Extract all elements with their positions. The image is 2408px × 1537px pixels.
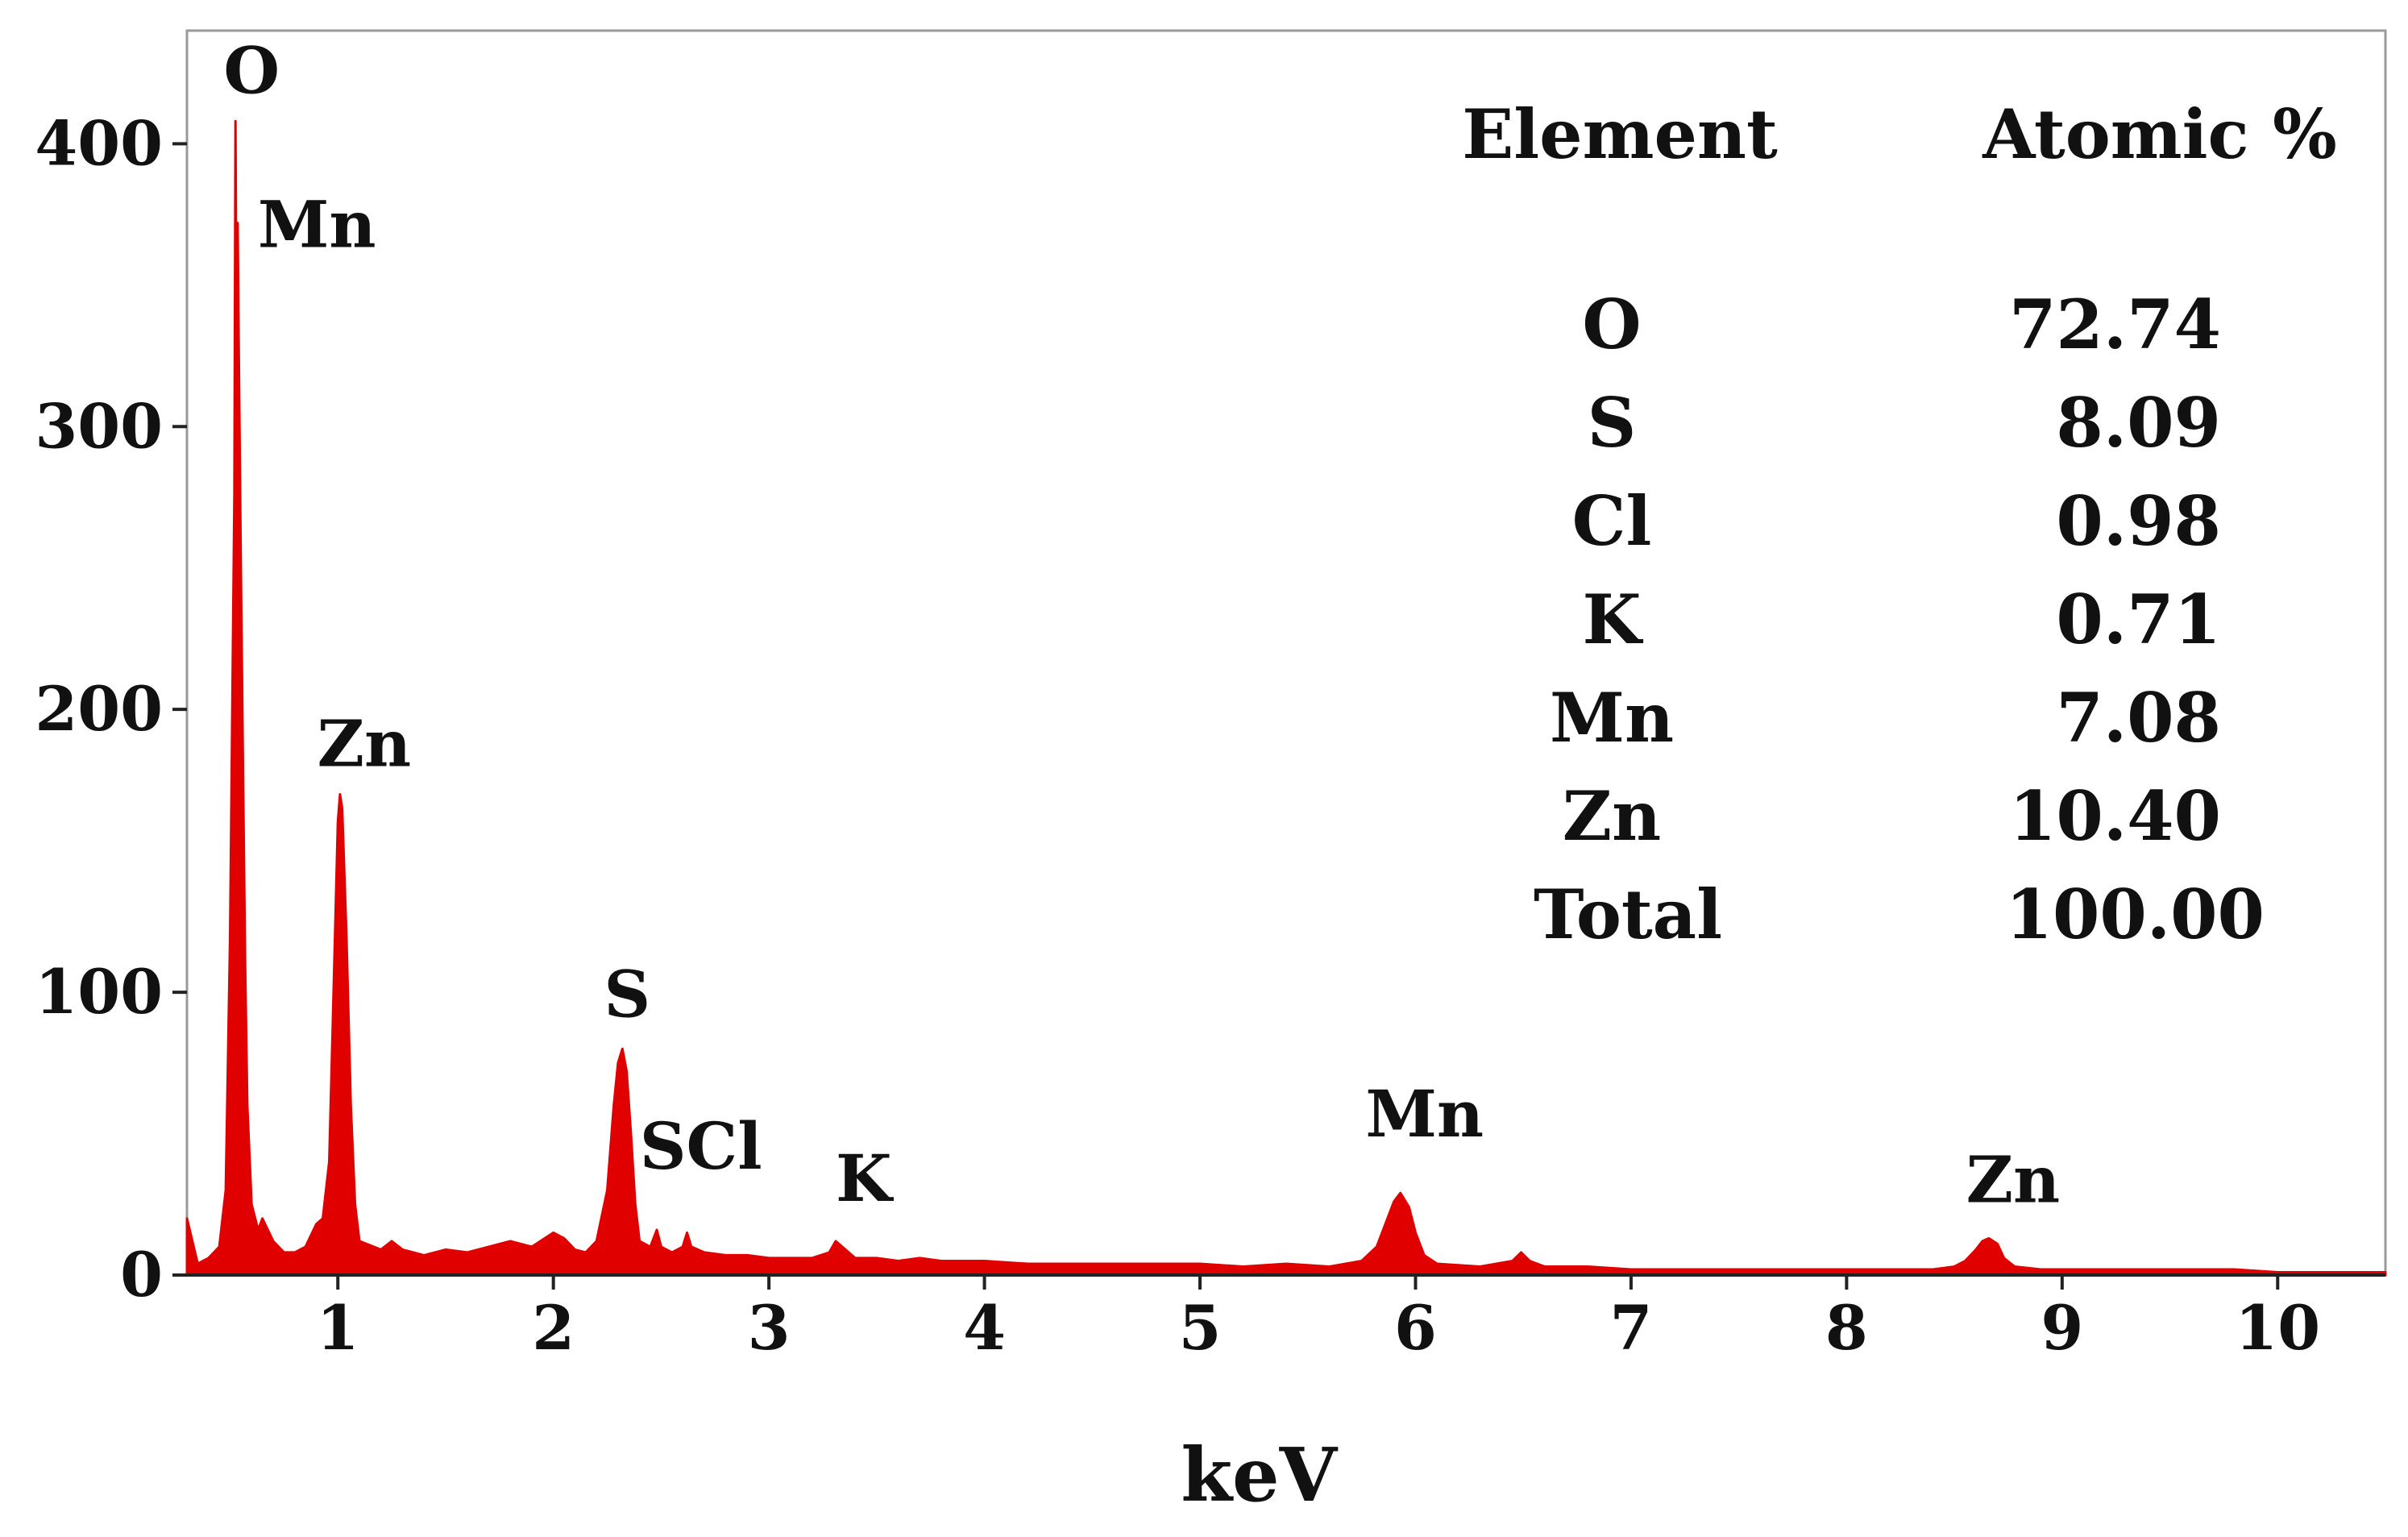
x-tick-label: 1 <box>317 1292 359 1364</box>
x-tick-label: 4 <box>963 1292 1006 1364</box>
table-header-element: Element <box>1462 94 1778 174</box>
x-tick-label: 5 <box>1179 1292 1222 1364</box>
x-axis-title: keV <box>1181 1431 1338 1518</box>
table-header-atomic-percent: Atomic % <box>1982 94 2337 174</box>
peak-label: S <box>604 956 650 1032</box>
table-cell-atomic-percent: 100.00 <box>2006 874 2265 954</box>
x-tick-label: 7 <box>1609 1292 1652 1364</box>
peak-label: O <box>223 32 280 108</box>
x-tick-label: 8 <box>1825 1292 1868 1364</box>
y-tick-label: 400 <box>35 107 163 179</box>
peak-label: SCl <box>640 1108 762 1184</box>
peak-label: Mn <box>258 187 376 263</box>
x-tick-label: 2 <box>532 1292 575 1364</box>
table-cell-atomic-percent: 10.40 <box>2009 776 2221 856</box>
table-cell-atomic-percent: 0.98 <box>2056 481 2221 561</box>
x-tick-label: 3 <box>748 1292 791 1364</box>
peak-label: K <box>836 1140 894 1216</box>
table-cell-element: O <box>1582 285 1641 364</box>
table-cell-atomic-percent: 72.74 <box>2009 285 2221 364</box>
table-cell-atomic-percent: 8.09 <box>2056 383 2221 463</box>
peak-label: Zn <box>1966 1141 2061 1217</box>
table-cell-element: Total <box>1534 874 1722 954</box>
table-cell-element: Mn <box>1550 678 1674 758</box>
y-tick-label: 200 <box>35 673 163 745</box>
spectrum-area <box>185 119 2387 1277</box>
table-cell-element: S <box>1588 383 1637 463</box>
x-tick-label: 10 <box>2235 1292 2320 1364</box>
x-tick-label: 6 <box>1394 1292 1437 1364</box>
peak-label: Mn <box>1365 1076 1484 1152</box>
x-tick-label: 9 <box>2041 1292 2083 1364</box>
y-tick-label: 100 <box>35 956 163 1028</box>
table-cell-element: Cl <box>1572 481 1652 561</box>
table-cell-element: Zn <box>1563 776 1661 856</box>
table-cell-atomic-percent: 0.71 <box>2056 579 2221 659</box>
y-tick-label: 300 <box>35 390 163 462</box>
table-cell-element: K <box>1582 579 1643 659</box>
y-tick-label: 0 <box>120 1239 163 1311</box>
peak-label: Zn <box>318 705 412 781</box>
table-cell-atomic-percent: 7.08 <box>2056 678 2221 758</box>
